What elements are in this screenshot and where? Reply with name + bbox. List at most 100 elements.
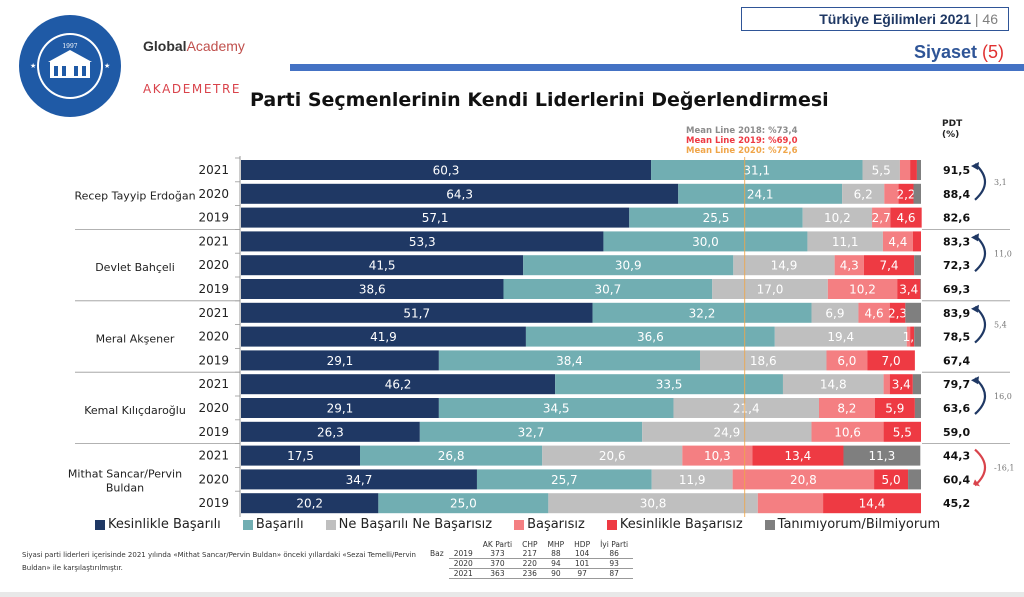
pdt-value: 67,4 [943, 354, 970, 367]
bar-segment-basarili [438, 350, 700, 371]
bar-segment-bilmiyorum [913, 183, 921, 204]
data-label: 33,5 [656, 378, 683, 392]
bar-segment-ne-basarili-ne-basarisiz [712, 279, 828, 299]
bar-segment-ne-basarili-ne-basarisiz [642, 421, 812, 442]
table-header-cell: İyi Parti [600, 540, 629, 549]
year-label: 2020 [198, 330, 229, 344]
table-cell: 101 [569, 558, 596, 569]
data-label: 26,3 [317, 425, 344, 439]
pdt-value: 88,4 [943, 188, 970, 201]
pdt-value: 69,3 [943, 283, 970, 296]
data-label: 14,8 [820, 378, 847, 392]
bar-segment-kesinlikle-basarisiz [874, 469, 909, 490]
data-label: 34,7 [346, 473, 373, 487]
data-label: 25,5 [703, 211, 730, 225]
bar-segment-ne-basarili-ne-basarisiz [774, 326, 907, 347]
table-cell: 88 [542, 549, 570, 559]
bar-segment-kesinlikle-basarisiz [889, 374, 913, 395]
data-label: 6,9 [825, 306, 844, 320]
bar-segment-basarisiz [882, 231, 913, 252]
bar-segment-basarili [629, 207, 803, 228]
table-cell: 363 [477, 568, 518, 579]
bar-segment-basarili [476, 469, 652, 490]
data-label: 19,4 [827, 330, 854, 344]
legend-item: Tanımıyorum/Bilmiyorum [764, 517, 941, 532]
bar-segment-ne-basarili-ne-basarisiz [802, 207, 873, 228]
legend-swatch-icon [764, 519, 775, 530]
arrowhead-icon [971, 304, 979, 313]
data-label: 5,5 [872, 164, 891, 178]
bar-segment-basarisiz [682, 445, 753, 466]
data-label: 25,7 [551, 473, 578, 487]
table-cell: 236 [517, 568, 543, 579]
data-label: 11,9 [679, 473, 706, 487]
bar-segment-ne-basarili-ne-basarisiz [811, 302, 859, 323]
data-label: 30,8 [640, 497, 667, 511]
bar-segment-basarili [503, 279, 713, 299]
legend-item: Ne Başarılı Ne Başarısız [325, 517, 492, 532]
year-label: 2021 [198, 163, 229, 177]
bar-segment-kesinlikle-basarisiz [910, 160, 917, 180]
bar-segment-kesinlikle-basarili [241, 207, 630, 228]
legend-label: Tanımıyorum/Bilmiyorum [777, 517, 941, 532]
bar-segment-kesinlikle-basarisiz [883, 421, 921, 442]
bar-segment-bilmiyorum [914, 255, 921, 276]
pdt-value: 45,2 [943, 497, 970, 510]
footnote: Siyasi parti liderleri içerisinde 2021 y… [22, 551, 416, 572]
bar-segment-ne-basarili-ne-basarisiz [673, 398, 819, 418]
sample-size-table: AK Parti CHP MHP HDP İyi Parti Baz 2019 373 217 8… [425, 540, 634, 579]
data-label: 10,3 [704, 449, 731, 463]
pdt-value: 72,3 [943, 259, 970, 272]
table-cell: 373 [477, 549, 518, 559]
bar-segment-bilmiyorum [908, 469, 921, 490]
data-label: 53,3 [409, 235, 436, 249]
mean-line-legend: Mean Line 2018: %73,4 Mean Line 2019: %6… [686, 126, 798, 156]
data-label: 4,6 [865, 306, 884, 320]
table-row-label [425, 559, 449, 569]
bar-segment-kesinlikle-basarili [241, 493, 379, 514]
bar-segment-bilmiyorum [912, 374, 921, 395]
data-label: 10,2 [824, 211, 851, 225]
bar-segment-basarili [438, 398, 674, 418]
pdt-value: 44,3 [943, 450, 970, 463]
bar-segment-bilmiyorum [905, 302, 921, 323]
data-label: 46,2 [385, 378, 412, 392]
table-cell: 217 [517, 549, 543, 559]
data-label: 11,1 [832, 235, 859, 249]
bar-segment-bilmiyorum [920, 279, 921, 299]
delta-value: 16,0 [994, 392, 1012, 401]
bar-segment-ne-basarili-ne-basarisiz [700, 350, 827, 371]
bar-segment-basarisiz [858, 302, 890, 323]
table-row: 2021 363 236 90 97 87 [425, 568, 634, 579]
bar-segment-ne-basarili-ne-basarisiz [733, 255, 835, 276]
data-label: 4,3 [840, 259, 859, 273]
data-label: 5,5 [893, 425, 912, 439]
svg-text:★: ★ [104, 62, 110, 70]
header-separator: | [974, 11, 979, 27]
bar-segment-basarili [651, 160, 863, 180]
bar-segment-kesinlikle-basarili [241, 231, 604, 252]
pdt-value: 83,9 [943, 307, 970, 320]
section-number: (5) [982, 42, 1004, 62]
data-label: 30,0 [692, 235, 719, 249]
year-label: 2020 [198, 401, 229, 415]
table-header-cell [449, 540, 478, 549]
table-cell: 86 [595, 549, 634, 559]
legend-swatch-icon [95, 519, 105, 530]
report-title: Türkiye Eğilimleri 2021 [819, 11, 971, 27]
data-label: 25,0 [450, 497, 477, 511]
bar-segment-kesinlikle-basarili [241, 469, 477, 490]
bar-segment-kesinlikle-basarili [241, 302, 593, 323]
data-label: 38,6 [359, 283, 386, 297]
delta-value: 3,1 [994, 178, 1007, 187]
legend-label: Kesinlikle Başarılı [108, 517, 221, 532]
bar-segment-kesinlikle-basarisiz [890, 207, 922, 228]
bar-segment-basarisiz [883, 374, 890, 395]
bar-segment-ne-basarili-ne-basarisiz [807, 231, 883, 252]
table-cell: 87 [595, 568, 634, 579]
data-label: 31,1 [743, 164, 770, 178]
data-label: 20,8 [790, 473, 817, 487]
table-row: Baz 2019 373 217 88 104 86 [425, 549, 634, 559]
delta-arrow-icon [974, 448, 987, 487]
delta-arrow-icon [974, 305, 987, 344]
